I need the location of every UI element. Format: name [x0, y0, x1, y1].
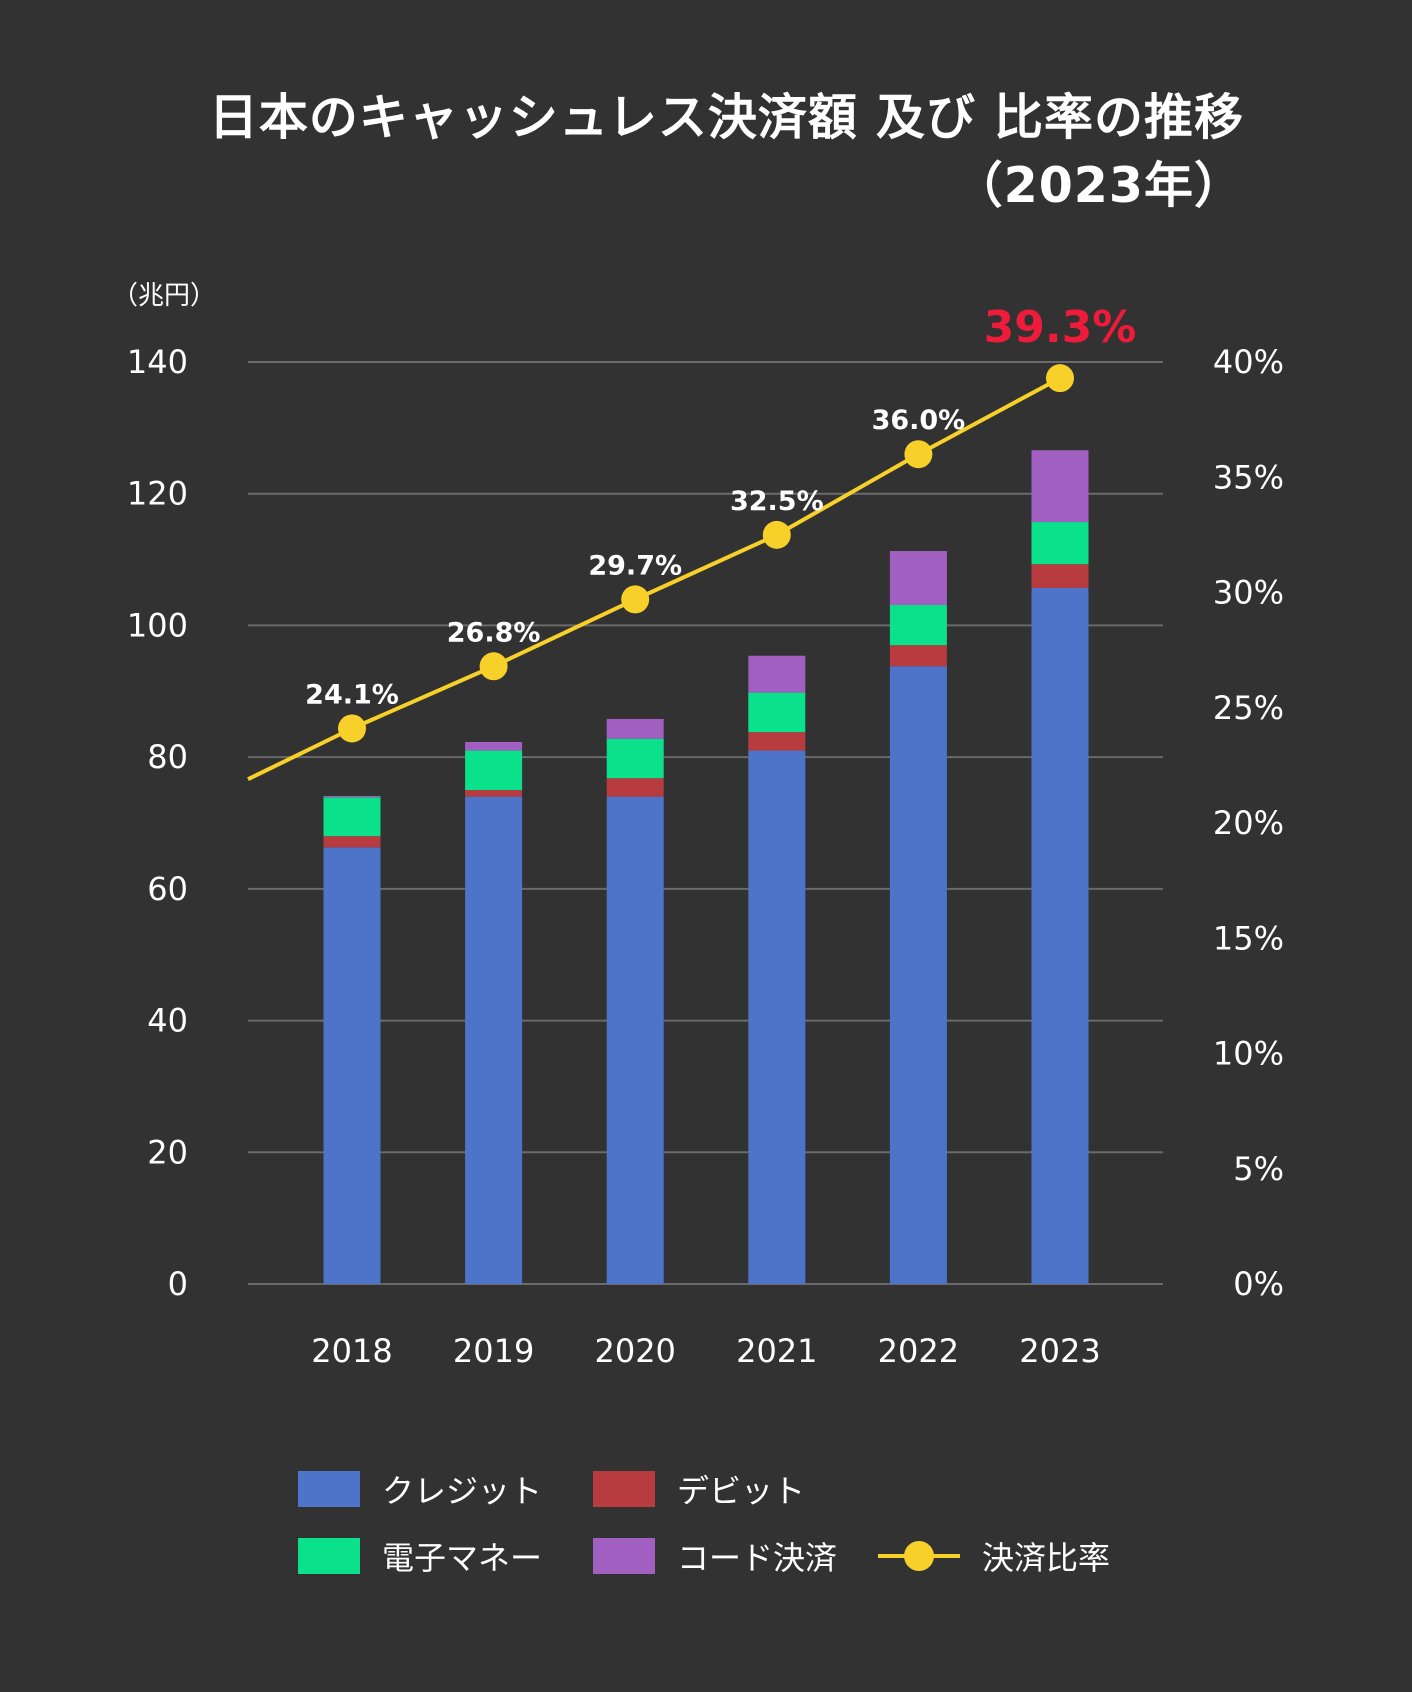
- chart-subtitle: （2023年）: [953, 157, 1244, 214]
- y-left-tick-label: 40: [147, 1002, 188, 1040]
- bar-segment-debit: [606, 778, 664, 797]
- y-right-tick-label: 30%: [1213, 574, 1284, 612]
- bar-segment-code: [748, 655, 806, 693]
- y-left-tick-label: 80: [147, 738, 188, 776]
- bar-segment-debit: [1031, 564, 1089, 588]
- bar-segment-code: [465, 741, 523, 751]
- legend-item-emoney[interactable]: 電子マネー: [298, 1533, 542, 1579]
- ratio-label: 36.0%: [872, 405, 966, 436]
- y-left-tick-label: 0: [168, 1265, 188, 1303]
- legend-swatch-debit: [593, 1471, 655, 1507]
- ratio-label: 29.7%: [588, 550, 682, 581]
- legend-item-ratio[interactable]: 決済比率: [878, 1533, 1110, 1579]
- y-right-tick-label: 5%: [1233, 1150, 1284, 1188]
- x-tick-label: 2019: [453, 1332, 534, 1370]
- y-right-tick-label: 15%: [1213, 919, 1284, 957]
- ratio-label: 26.8%: [447, 617, 541, 648]
- x-tick-label: 2018: [311, 1332, 392, 1370]
- y-right-tick-label: 10%: [1213, 1035, 1284, 1073]
- x-tick-label: 2022: [878, 1332, 959, 1370]
- y-left-tick-label: 20: [147, 1133, 188, 1171]
- bar-segment-code: [606, 718, 664, 739]
- bar-segment-emoney: [889, 605, 947, 646]
- x-tick-label: 2021: [736, 1332, 817, 1370]
- bar-segment-code: [889, 551, 947, 606]
- bar-segment-emoney: [323, 797, 381, 837]
- bar-segment-emoney: [465, 750, 523, 791]
- ratio-point: [904, 440, 933, 469]
- legend-label-credit: クレジット: [382, 1472, 543, 1510]
- bar-segment-emoney: [606, 738, 664, 779]
- y-right-tick-label: 20%: [1213, 804, 1284, 842]
- bar-segment-debit: [889, 645, 947, 667]
- legend-item-code[interactable]: コード決済: [593, 1533, 837, 1579]
- bar-segment-credit: [889, 666, 947, 1284]
- ratio-point: [1046, 364, 1074, 393]
- legend-swatch-credit: [298, 1471, 360, 1507]
- y-right-tick-label: 35%: [1213, 458, 1284, 496]
- legend-item-debit[interactable]: デビット: [593, 1466, 805, 1512]
- ratio-point: [621, 585, 650, 614]
- bar-segment-credit: [606, 796, 664, 1284]
- y-right-tick-label: 25%: [1213, 689, 1284, 727]
- ratio-label: 32.5%: [730, 486, 824, 517]
- y-left-tick-label: 100: [127, 606, 188, 644]
- bar-segment-credit: [323, 847, 381, 1284]
- ratio-point: [338, 714, 366, 743]
- bar-segment-emoney: [748, 692, 806, 733]
- ratio-point: [762, 520, 791, 549]
- legend-label-emoney: 電子マネー: [382, 1539, 543, 1577]
- legend-label-debit: デビット: [677, 1472, 806, 1510]
- bar-segment-debit: [748, 732, 806, 751]
- y-left-tick-label: 60: [147, 870, 188, 908]
- y-left-tick-label: 120: [127, 475, 188, 513]
- legend-label-ratio: 決済比率: [982, 1539, 1111, 1577]
- bar-segment-credit: [748, 750, 806, 1284]
- legend-swatch-code: [593, 1538, 655, 1574]
- bar-segment-code: [1031, 450, 1089, 523]
- bar-segment-debit: [465, 790, 523, 797]
- legend-swatch-emoney: [298, 1538, 360, 1574]
- legend-label-code: コード決済: [677, 1539, 838, 1577]
- y-right-tick-label: 40%: [1213, 343, 1284, 381]
- legend-item-credit[interactable]: クレジット: [298, 1466, 542, 1512]
- x-tick-label: 2023: [1019, 1332, 1100, 1370]
- ratio-point: [479, 652, 508, 681]
- chart-title: 日本のキャッシュレス決済額 及び 比率の推移: [208, 89, 1244, 146]
- y-right-tick-label: 0%: [1233, 1265, 1284, 1303]
- ratio-label-highlight: 39.3%: [984, 302, 1137, 353]
- bar-segment-debit: [323, 836, 381, 848]
- bar-segment-credit: [465, 796, 523, 1284]
- y-left-tick-label: 140: [127, 343, 188, 381]
- bar-segment-emoney: [1031, 522, 1089, 565]
- y-left-unit-label: （兆円）: [112, 281, 216, 311]
- bar-segment-code: [323, 795, 381, 798]
- ratio-label: 24.1%: [305, 679, 399, 710]
- bar-segment-credit: [1031, 587, 1089, 1284]
- legend-line-icon: [878, 1538, 960, 1574]
- x-tick-label: 2020: [594, 1332, 675, 1370]
